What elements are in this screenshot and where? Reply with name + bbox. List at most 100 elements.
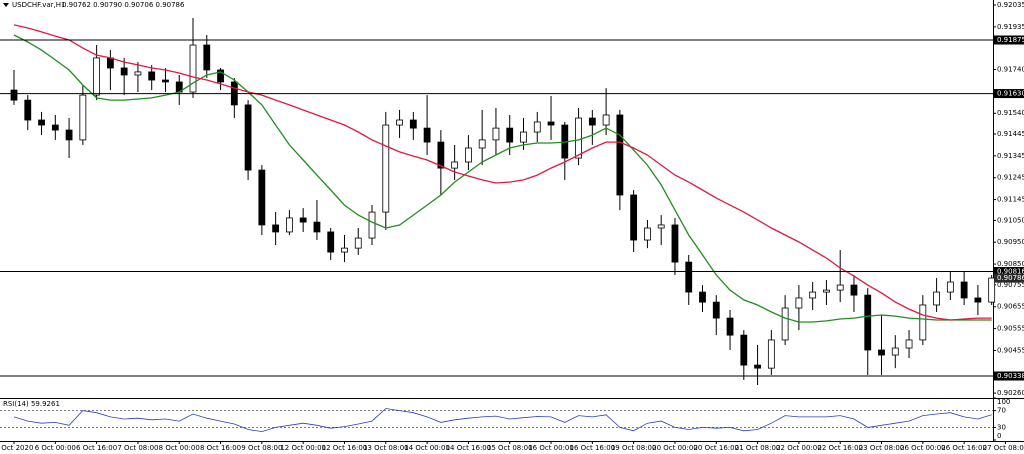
level-price-box: [994, 371, 1024, 381]
x-tick-label: 8 Oct 00:00: [159, 444, 200, 452]
candle-body: [65, 129, 73, 141]
candle-body: [93, 57, 101, 96]
y-tick-label: 0.91540: [997, 109, 1024, 117]
y-tick-label: 0.90755: [997, 281, 1024, 289]
x-tick-label: 21 Oct 08:00: [735, 444, 781, 452]
candle-body: [754, 364, 761, 369]
moving-average: [13, 24, 992, 321]
y-tick-label: 0.90555: [997, 325, 1024, 333]
x-tick-label: 14 Oct 00:00: [404, 444, 450, 452]
y-tick-label: 0.91445: [997, 130, 1024, 138]
level-price-label: 0.90338: [997, 372, 1024, 380]
x-tick-label: 26 Oct 00:00: [900, 444, 946, 452]
candle-body: [575, 117, 582, 159]
candle-body: [712, 301, 720, 319]
rsi-label: RSI(14) 59.9261: [3, 400, 60, 408]
candle-body: [809, 291, 817, 299]
rsi-line: [13, 408, 992, 433]
x-tick-label: 19 Oct 08:00: [611, 444, 657, 452]
candle-body: [891, 347, 899, 356]
level-price-box: [994, 89, 1024, 99]
candle-body: [368, 211, 376, 239]
candle-body: [354, 237, 362, 249]
candle-body: [341, 247, 348, 253]
candle-body: [520, 131, 527, 143]
x-tick-label: 7 Oct 08:00: [117, 444, 158, 452]
candle-body: [644, 227, 651, 241]
x-tick-label: 22 Oct 16:00: [817, 444, 863, 452]
x-tick-label: 23 Oct 08:00: [859, 444, 905, 452]
candle-body: [396, 119, 403, 126]
y-tick-label: 0.90655: [997, 303, 1024, 311]
candle-body: [933, 291, 940, 306]
moving-average: [13, 34, 992, 323]
candle-body: [864, 294, 872, 351]
last-price-label: 0.90786: [997, 274, 1024, 282]
candle-body: [671, 224, 679, 263]
menu-arrow[interactable]: [3, 3, 9, 7]
x-tick-label: 15 Oct 08:00: [487, 444, 533, 452]
candle-body: [79, 94, 87, 141]
candle-body: [451, 161, 459, 169]
level-price-box: [994, 267, 1024, 277]
candle-body: [148, 71, 156, 81]
candle-body: [327, 231, 335, 253]
candle-body: [492, 127, 500, 141]
candle-body: [382, 124, 390, 213]
candle-body: [162, 79, 169, 83]
candle-body: [699, 291, 706, 303]
last-price-box: [994, 273, 1024, 283]
candle-body: [602, 114, 610, 126]
x-tick-label: 5 Oct 2020: [0, 444, 33, 452]
candle-body: [823, 289, 830, 293]
candle-body: [850, 284, 858, 296]
y-tick-label: 0.91740: [997, 66, 1024, 74]
x-tick-label: 26 Oct 16:00: [941, 444, 987, 452]
candle-body: [244, 104, 252, 171]
candle-body: [38, 119, 45, 126]
y-tick-label: 0.90260: [997, 389, 1024, 397]
candle-body: [588, 117, 596, 126]
y-tick-label: 0.91935: [997, 23, 1024, 31]
y-tick-label: 0.91245: [997, 174, 1024, 182]
rsi-y-tick-label: 100: [997, 398, 1010, 406]
y-tick-label: 0.91145: [997, 196, 1024, 204]
level-price-label: 0.91875: [997, 36, 1024, 44]
x-tick-label: 9 Oct 08:00: [241, 444, 282, 452]
candle-body: [946, 281, 954, 293]
x-tick-label: 14 Oct 16:00: [446, 444, 492, 452]
candle-body: [409, 119, 417, 129]
x-tick-label: 8 Oct 16:00: [200, 444, 241, 452]
candle-body: [51, 124, 59, 131]
y-tick-label: 0.90455: [997, 346, 1024, 354]
rsi-y-tick-label: 0: [997, 432, 1001, 440]
y-tick-label: 0.91345: [997, 152, 1024, 160]
candle-body: [657, 224, 665, 229]
x-tick-label: 20 Oct 00:00: [652, 444, 698, 452]
x-tick-label: 12 Oct 00:00: [280, 444, 326, 452]
level-price-label: 0.91630: [997, 90, 1024, 98]
candle-body: [616, 114, 624, 196]
x-tick-label: 12 Oct 16:00: [322, 444, 368, 452]
candle-body: [781, 307, 789, 341]
candle-body: [836, 284, 844, 291]
level-price-box: [994, 35, 1024, 45]
rsi-y-tick-label: 30: [997, 423, 1006, 431]
candle-body: [120, 67, 128, 76]
candle-body: [988, 277, 996, 303]
y-tick-label: 0.90850: [997, 260, 1024, 268]
y-tick-label: 0.92035: [997, 1, 1024, 9]
candle-body: [189, 44, 197, 93]
rsi-y-tick-label: 70: [997, 407, 1006, 415]
candle-body: [740, 334, 748, 366]
candle-body: [533, 121, 541, 133]
candle-body: [285, 217, 293, 233]
candle-body: [547, 121, 555, 126]
level-price-label: 0.90816: [997, 268, 1024, 276]
candle-body: [726, 317, 734, 336]
candle-body: [10, 89, 18, 101]
candle-body: [24, 99, 32, 121]
candle-body: [437, 141, 445, 169]
